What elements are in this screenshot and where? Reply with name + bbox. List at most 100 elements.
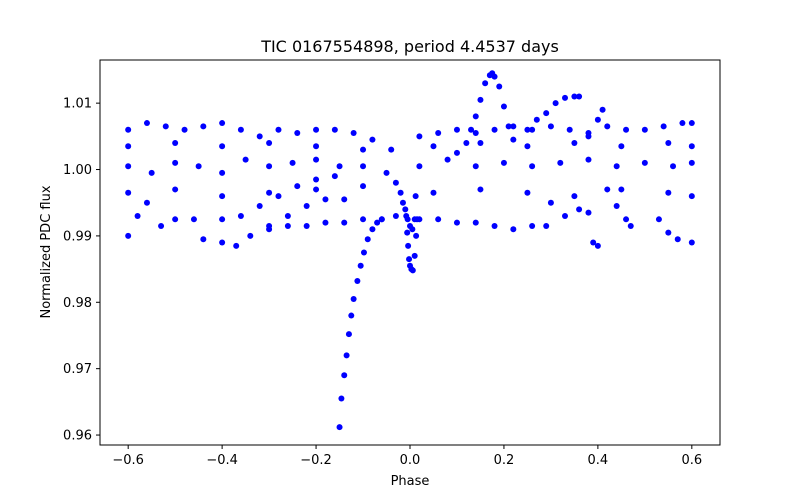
- x-tick-label: 0.0: [400, 453, 421, 468]
- data-point: [510, 136, 517, 143]
- data-point: [472, 163, 479, 170]
- data-point: [435, 130, 442, 137]
- data-point: [524, 143, 531, 150]
- data-point: [453, 149, 460, 156]
- data-point: [404, 229, 411, 236]
- y-tick-label: 1.00: [63, 163, 92, 178]
- data-point: [641, 126, 648, 133]
- data-point: [341, 196, 348, 203]
- data-point: [557, 159, 564, 166]
- data-point: [172, 159, 179, 166]
- y-axis-ticks: 0.96 0.97 0.98 0.99 1.00 1.01: [63, 97, 100, 444]
- data-point: [125, 126, 132, 133]
- data-point: [500, 159, 507, 166]
- data-point: [688, 239, 695, 246]
- data-point: [547, 123, 554, 130]
- data-point: [627, 222, 634, 229]
- x-tick-label: −0.6: [112, 453, 144, 468]
- data-point: [360, 146, 367, 153]
- data-point: [275, 126, 282, 133]
- data-point: [256, 133, 263, 140]
- data-point: [674, 236, 681, 243]
- data-point: [688, 159, 695, 166]
- data-point: [405, 242, 412, 249]
- x-tick-label: 0.4: [588, 453, 609, 468]
- data-point: [524, 126, 531, 133]
- data-point: [378, 216, 385, 223]
- data-point: [571, 139, 578, 146]
- y-tick-label: 0.98: [63, 296, 92, 311]
- data-point: [313, 176, 320, 183]
- data-point: [590, 239, 597, 246]
- data-point: [343, 352, 350, 359]
- data-point: [623, 216, 630, 223]
- data-point: [613, 203, 620, 210]
- x-tick-label: −0.2: [300, 453, 332, 468]
- data-point: [294, 130, 301, 137]
- data-point: [331, 126, 338, 133]
- data-point: [430, 143, 437, 150]
- data-point: [336, 163, 343, 170]
- data-point: [190, 216, 197, 223]
- data-point: [397, 189, 404, 196]
- data-point: [360, 216, 367, 223]
- data-point: [338, 395, 345, 402]
- y-axis-label: Normalized PDC flux: [39, 185, 54, 318]
- data-point: [529, 163, 536, 170]
- data-point: [392, 212, 399, 219]
- data-point: [313, 156, 320, 163]
- y-tick-label: 0.96: [63, 429, 92, 444]
- data-point: [453, 126, 460, 133]
- x-axis-ticks: −0.6 −0.4 −0.2 0.0 0.2 0.4 0.6: [112, 445, 702, 468]
- data-point: [477, 96, 484, 103]
- data-point: [331, 173, 338, 180]
- data-point: [219, 216, 226, 223]
- data-point: [543, 110, 550, 117]
- data-point: [585, 133, 592, 140]
- data-point: [172, 216, 179, 223]
- data-point: [404, 216, 411, 223]
- data-point: [599, 106, 606, 113]
- data-point: [322, 219, 329, 226]
- data-point: [383, 169, 390, 176]
- data-point: [444, 156, 451, 163]
- data-point: [660, 123, 667, 130]
- data-point: [477, 186, 484, 193]
- data-point: [665, 189, 672, 196]
- data-point: [350, 130, 357, 137]
- data-point: [412, 193, 419, 200]
- data-point: [510, 123, 517, 130]
- data-point: [345, 331, 352, 338]
- data-point: [571, 93, 578, 100]
- data-point: [665, 229, 672, 236]
- data-point: [505, 123, 512, 130]
- data-point: [219, 169, 226, 176]
- x-axis-label: Phase: [391, 474, 430, 489]
- data-point: [562, 94, 568, 101]
- data-point: [543, 222, 550, 229]
- data-point: [399, 199, 406, 206]
- data-point: [181, 126, 188, 133]
- data-point: [125, 143, 132, 150]
- data-point: [491, 73, 498, 80]
- data-point: [360, 249, 367, 256]
- data-point: [496, 83, 503, 90]
- data-point: [313, 126, 320, 133]
- data-point: [303, 222, 310, 229]
- data-point: [219, 143, 226, 150]
- data-point: [284, 212, 291, 219]
- data-point: [566, 126, 573, 133]
- data-point: [143, 120, 150, 127]
- data-point: [533, 116, 540, 123]
- data-point: [237, 126, 244, 133]
- data-point: [125, 163, 132, 170]
- data-point: [655, 216, 662, 223]
- data-point: [552, 100, 559, 107]
- x-tick-label: 0.2: [494, 453, 515, 468]
- y-tick-label: 1.01: [63, 97, 92, 112]
- data-point: [594, 242, 601, 249]
- data-point: [411, 252, 418, 259]
- data-point: [463, 139, 470, 146]
- data-point: [477, 139, 484, 146]
- x-tick-label: 0.6: [681, 453, 702, 468]
